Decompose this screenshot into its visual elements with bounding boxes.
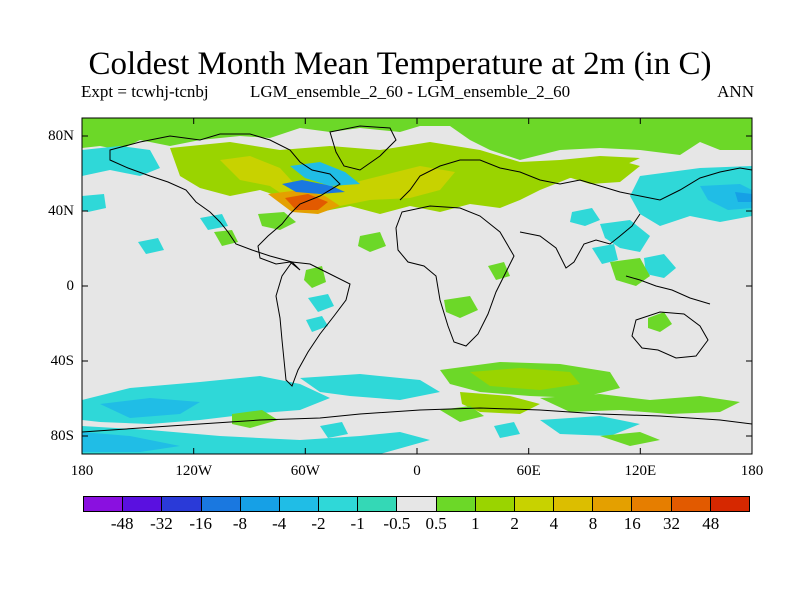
colorbar-box xyxy=(162,497,202,511)
australia-coast xyxy=(631,311,709,359)
south-america-coast xyxy=(275,261,351,387)
tropical-green-patch xyxy=(648,312,672,332)
lon-label: 180 xyxy=(70,463,94,479)
tropical-cyan-patch xyxy=(306,316,328,332)
antarctic-green-patch xyxy=(232,410,278,428)
tibet-cyan-patch xyxy=(570,208,600,226)
colorbar-box xyxy=(279,497,320,511)
lat-label: 80N xyxy=(48,128,74,144)
colorbar-label: 4 xyxy=(549,514,559,533)
colorbar-label: 16 xyxy=(623,514,641,533)
colorbar-label: -48 xyxy=(110,514,134,533)
colorbar-box xyxy=(436,497,476,511)
colorbar-box xyxy=(593,497,633,511)
asia-coast xyxy=(519,213,641,269)
colorbar-box xyxy=(632,497,672,511)
colorbar-box xyxy=(84,497,124,511)
antarctic-green-patch xyxy=(440,406,484,422)
colorbar-label: -1 xyxy=(350,514,365,533)
lon-label: 0 xyxy=(413,463,421,479)
colorbar-box xyxy=(710,497,749,511)
colorbar-label: 1 xyxy=(471,514,480,533)
case-label: LGM_ensemble_2_60 - LGM_ensemble_2_60 xyxy=(250,82,571,101)
north-america-coast xyxy=(109,133,341,271)
north-pacific-blue-patch xyxy=(700,184,752,210)
tropical-green-patch xyxy=(214,230,238,246)
lat-label: 80S xyxy=(50,428,74,444)
japan-cyan-patch xyxy=(600,220,650,252)
tropical-cyan-patch xyxy=(82,194,106,212)
colorbar-label: 8 xyxy=(588,514,598,533)
experiment-label: Expt = tcwhj-tcnbj xyxy=(81,82,209,101)
east-asia-yellow-patch xyxy=(560,158,640,184)
colorbar-box xyxy=(671,497,711,511)
colorbar-label: -16 xyxy=(189,514,213,533)
season-label: ANN xyxy=(717,82,754,101)
north-pacific-deep-blue-patch xyxy=(735,192,752,202)
colorbar-box xyxy=(201,497,241,511)
northern-yellow-patch xyxy=(220,156,455,208)
antarctic-cyan-patch xyxy=(494,422,520,438)
southern-ocean-cyan-field xyxy=(300,374,440,400)
colorbar-label: -4 xyxy=(272,514,287,533)
greenland-coast xyxy=(329,125,397,171)
africa-coast xyxy=(395,205,515,347)
southern-ocean-blue-patch xyxy=(100,398,200,418)
west-pacific-cyan-patch xyxy=(644,254,676,278)
antarctic-cyan-patch xyxy=(320,422,348,438)
colorbar-box xyxy=(358,497,398,511)
lat-label: 40N xyxy=(48,203,74,219)
tropical-green-patch xyxy=(610,258,650,286)
antarctic-cyan-field xyxy=(540,416,640,436)
antarctic-blue-patch xyxy=(82,432,180,452)
colorbar-box xyxy=(475,497,515,511)
maritime-cyan-patch xyxy=(592,244,618,264)
southern-ocean-yellow-patch xyxy=(470,368,580,390)
colorbar-box xyxy=(397,497,437,511)
colorbar-label: 2 xyxy=(510,514,519,533)
tropical-green-patch xyxy=(444,296,478,318)
southern-ocean-green-field xyxy=(540,394,740,414)
lat-label: 0 xyxy=(66,278,75,294)
tropical-green-patch xyxy=(304,266,326,288)
coastlines xyxy=(82,125,752,433)
colorbar-label: -0.5 xyxy=(383,514,411,533)
colorbar-label: -2 xyxy=(311,514,326,533)
lon-label: 180 xyxy=(740,463,764,479)
lon-tick-marks xyxy=(193,118,641,454)
labrador-cyan-patch xyxy=(290,162,360,186)
colorbar xyxy=(83,496,750,512)
colorbar-label: -8 xyxy=(232,514,248,533)
lon-label: 120E xyxy=(624,463,657,479)
lon-label: 60E xyxy=(516,463,541,479)
tropical-cyan-patch xyxy=(308,294,334,312)
lat-tick-marks xyxy=(82,135,752,437)
colorbar-label: 48 xyxy=(702,514,720,533)
colorbar-label: 0.5 xyxy=(425,514,447,533)
arctic-green-field xyxy=(82,118,752,160)
maritime-continent-coast xyxy=(625,275,711,305)
colorbar-box xyxy=(554,497,594,511)
gulf-stream-red-patch xyxy=(285,194,328,210)
lon-label: 120W xyxy=(175,463,213,479)
tropical-cyan-patch xyxy=(200,214,228,230)
colorbar-label: -32 xyxy=(150,514,173,533)
colorbar-box xyxy=(240,497,280,511)
lon-label: 60W xyxy=(290,463,320,479)
colorbar-box xyxy=(319,497,359,511)
antarctica-coast xyxy=(82,407,752,433)
north-pacific-cyan-field xyxy=(630,166,752,226)
colorbar-label: 32 xyxy=(663,514,681,533)
europe-coast xyxy=(399,159,752,201)
plot-title: Coldest Month Mean Temperature at 2m (in… xyxy=(88,46,712,82)
lat-label: 40S xyxy=(50,353,74,369)
colorbar-box xyxy=(123,497,163,511)
tropical-cyan-patch xyxy=(138,238,164,254)
west-atlantic-cyan-patch xyxy=(82,146,160,176)
colorbar-box xyxy=(514,497,555,511)
tropical-green-patch xyxy=(258,212,296,230)
antarctic-green-patch xyxy=(600,432,660,446)
tropical-green-patch xyxy=(358,232,386,252)
